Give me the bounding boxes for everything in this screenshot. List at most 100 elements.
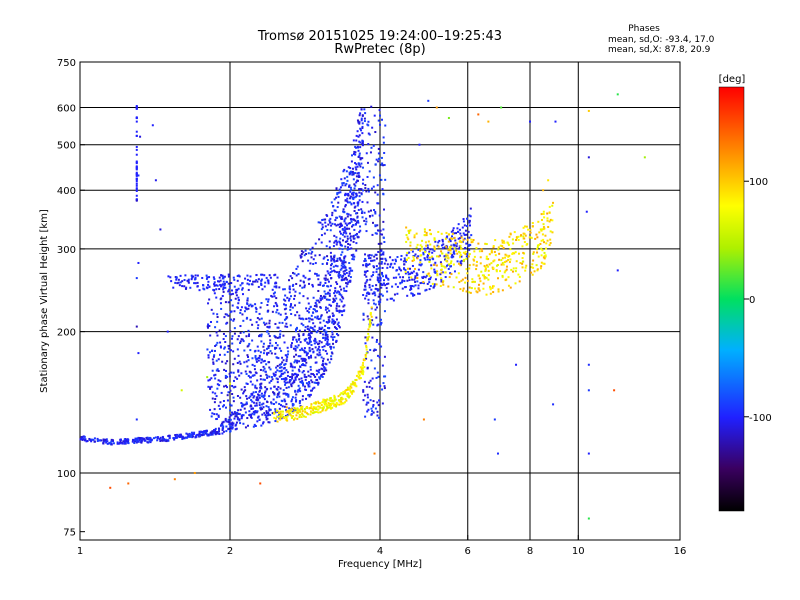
data-point (244, 403, 247, 406)
data-point (373, 367, 376, 370)
data-point (382, 275, 385, 278)
data-point (245, 401, 248, 404)
data-point (202, 431, 205, 434)
data-point (291, 366, 294, 369)
data-point (392, 299, 395, 302)
data-point (286, 371, 289, 374)
data-point (232, 396, 235, 399)
data-point (367, 332, 370, 335)
data-point (411, 292, 414, 295)
data-point (217, 414, 220, 417)
data-point (317, 408, 320, 411)
data-point (339, 186, 342, 189)
data-point (189, 435, 192, 438)
data-point (352, 237, 355, 240)
data-point (377, 267, 380, 270)
data-point (304, 276, 307, 279)
data-point (161, 438, 164, 441)
data-point (245, 335, 248, 338)
data-point (379, 279, 382, 282)
data-point (551, 231, 554, 234)
data-point (279, 410, 282, 413)
data-point (380, 156, 383, 159)
data-point (301, 371, 304, 374)
data-point (327, 285, 330, 288)
data-point (219, 380, 222, 383)
data-point (232, 371, 235, 374)
data-point (380, 321, 383, 324)
data-point (253, 413, 256, 416)
data-point (371, 292, 374, 295)
data-point (296, 311, 299, 314)
data-point (229, 349, 232, 352)
data-point (310, 331, 313, 334)
data-point (292, 271, 295, 274)
data-point (208, 324, 211, 327)
data-point (343, 177, 346, 180)
data-point (371, 336, 374, 339)
data-point (234, 424, 237, 427)
data-point (379, 114, 382, 117)
data-point (295, 375, 298, 378)
data-point (370, 407, 373, 410)
data-point (411, 250, 414, 253)
data-point (416, 280, 419, 283)
data-point (419, 244, 422, 247)
data-point (332, 342, 335, 345)
data-point (357, 155, 360, 158)
data-point (333, 234, 336, 237)
data-point (288, 412, 291, 415)
data-point (345, 268, 348, 271)
data-point (288, 279, 291, 282)
data-point (306, 352, 309, 355)
data-point (280, 410, 283, 413)
data-point (187, 280, 190, 283)
data-point (512, 267, 515, 270)
data-point (249, 303, 252, 306)
data-point (325, 369, 328, 372)
data-point (276, 378, 279, 381)
data-point (374, 303, 377, 306)
data-point (444, 254, 447, 257)
data-point (241, 282, 244, 285)
data-point (281, 405, 284, 408)
data-point (275, 409, 278, 412)
data-point (274, 411, 277, 414)
data-point (441, 240, 444, 243)
data-point (346, 200, 349, 203)
data-point (253, 374, 256, 377)
data-point (294, 304, 297, 307)
data-point (359, 370, 362, 373)
data-point (433, 285, 436, 288)
data-point (363, 359, 366, 362)
data-point (300, 408, 303, 411)
data-point (323, 290, 326, 293)
data-point (294, 378, 297, 381)
data-point (545, 242, 548, 245)
data-point (241, 403, 244, 406)
data-point (341, 251, 344, 254)
data-point (228, 420, 231, 423)
data-point (356, 236, 359, 239)
data-point (464, 276, 467, 279)
data-point (86, 439, 89, 442)
data-point (397, 273, 400, 276)
data-point (446, 260, 449, 263)
data-point (222, 283, 225, 286)
data-point (348, 185, 351, 188)
data-point (382, 220, 385, 223)
data-point (294, 349, 297, 352)
data-point (278, 412, 281, 415)
data-point (294, 347, 297, 350)
data-point (258, 396, 261, 399)
data-point (251, 412, 254, 415)
data-point (355, 374, 358, 377)
data-point (355, 181, 358, 184)
data-point (504, 256, 507, 259)
data-point (342, 260, 345, 263)
data-point (434, 240, 437, 243)
data-point (135, 130, 138, 133)
data-point (245, 402, 248, 405)
data-point (230, 404, 233, 407)
data-point (286, 381, 289, 384)
